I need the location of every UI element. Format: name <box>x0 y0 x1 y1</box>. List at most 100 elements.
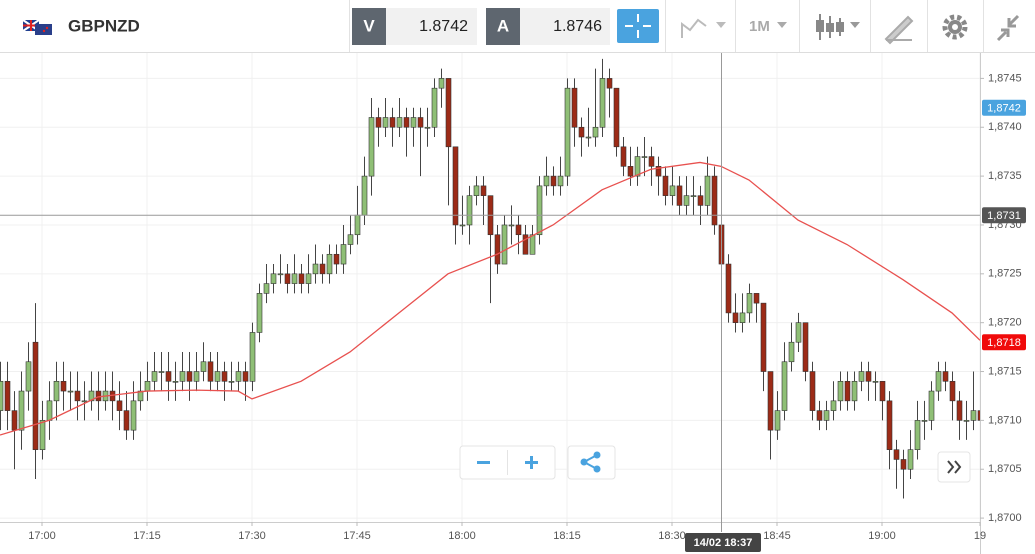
ask-box[interactable] <box>520 8 610 45</box>
y-tick-label: 1,8710 <box>988 414 1022 426</box>
timeframe-button[interactable]: 1M <box>749 18 787 35</box>
candle-body <box>116 400 123 411</box>
candle-body <box>123 410 130 431</box>
candle-body <box>284 273 291 284</box>
candle-body <box>620 146 627 167</box>
candle-body <box>522 234 529 255</box>
bid-button[interactable] <box>352 8 386 45</box>
candle-body <box>452 146 459 226</box>
x-tick-label: 19 <box>974 530 986 542</box>
x-tick-label: 17:00 <box>28 530 56 542</box>
x-tick-label: 17:45 <box>343 530 371 542</box>
candle-body <box>851 380 858 402</box>
ask-label: A <box>497 16 509 35</box>
candle-body <box>396 117 403 128</box>
bid-label: V <box>363 16 375 35</box>
x-tick-label: 18:30 <box>658 530 686 542</box>
candle-body <box>921 420 928 422</box>
candle-body <box>613 87 620 148</box>
candle-body <box>858 371 865 382</box>
price-tag <box>982 99 1026 116</box>
candle-body <box>368 117 375 177</box>
draw-button[interactable] <box>884 15 914 45</box>
y-tick-label: 1,8745 <box>988 72 1022 84</box>
candle-body <box>39 420 46 450</box>
candle-body <box>872 380 879 383</box>
candle-body <box>816 410 823 421</box>
candle-body <box>32 341 39 450</box>
candle-body <box>550 175 557 187</box>
candle-body <box>158 371 165 373</box>
candle-body <box>151 371 158 382</box>
ask-button[interactable] <box>486 8 520 45</box>
x-tick-label: 18:15 <box>553 530 581 542</box>
y-tick-label: 1,8705 <box>988 463 1022 475</box>
candle-body <box>900 459 907 470</box>
candle-body <box>459 224 466 227</box>
candle-body <box>795 322 802 343</box>
candle-body <box>375 117 382 128</box>
candle-body <box>200 361 207 372</box>
candle-body <box>725 263 732 314</box>
candle-body <box>767 371 774 431</box>
candle-body <box>389 117 396 128</box>
candle-body <box>732 312 739 323</box>
candle-body <box>137 390 144 402</box>
candle-body <box>690 195 697 197</box>
candle-body <box>480 185 487 196</box>
symbol: GBPNZD <box>68 16 140 35</box>
candle-body <box>557 175 564 187</box>
candle-body <box>662 175 669 196</box>
x-tick-label: 17:15 <box>133 530 161 542</box>
candle-body <box>592 126 599 138</box>
candle-body <box>144 380 151 392</box>
price-tag-label: 1,8742 <box>987 103 1021 115</box>
candle-body <box>361 175 368 216</box>
candle-body <box>53 380 60 402</box>
candle-body <box>802 322 809 372</box>
share-button[interactable] <box>567 445 616 480</box>
candle-body <box>501 224 508 265</box>
candle-body <box>347 234 354 245</box>
settings-button[interactable] <box>942 14 968 40</box>
candle-body <box>81 400 88 403</box>
y-tick-label: 1,8740 <box>988 121 1022 133</box>
y-tick-label: 1,8700 <box>988 512 1022 524</box>
timeframe: 1M <box>749 18 770 35</box>
candle-body <box>963 420 970 422</box>
candle-body <box>830 400 837 411</box>
crosshair-time: 14/02 18:37 <box>694 537 753 549</box>
candle-body <box>333 253 340 265</box>
flag <box>22 19 52 35</box>
candle-body <box>67 390 74 393</box>
crosshair-button[interactable] <box>617 9 659 43</box>
candle-body <box>326 253 333 275</box>
candle-body <box>914 420 921 450</box>
candle-body <box>340 244 347 265</box>
candle-body <box>25 361 32 392</box>
bid-box[interactable] <box>386 8 477 45</box>
candle-body <box>942 371 949 382</box>
candle-body <box>207 361 214 382</box>
x-tick-label: 18:45 <box>763 530 791 542</box>
zoom-in[interactable] <box>525 456 538 469</box>
candle-body <box>193 371 200 382</box>
candle-body <box>417 117 424 128</box>
candle-body <box>249 332 256 382</box>
candle-body <box>242 371 249 382</box>
candle-body <box>669 185 676 196</box>
chart-type-button[interactable] <box>681 18 726 38</box>
candle-body <box>641 156 648 158</box>
collapse-button[interactable] <box>996 14 1020 42</box>
candle-body <box>354 214 361 236</box>
candle-body <box>298 273 305 284</box>
candle-body <box>445 78 452 148</box>
candle-body <box>186 371 193 382</box>
candle-body <box>165 371 172 382</box>
candle-style-button[interactable] <box>816 14 860 40</box>
candle-body <box>564 87 571 177</box>
candle-body <box>578 126 585 138</box>
y-tick-label: 1,8735 <box>988 170 1022 182</box>
candle-body <box>473 185 480 196</box>
